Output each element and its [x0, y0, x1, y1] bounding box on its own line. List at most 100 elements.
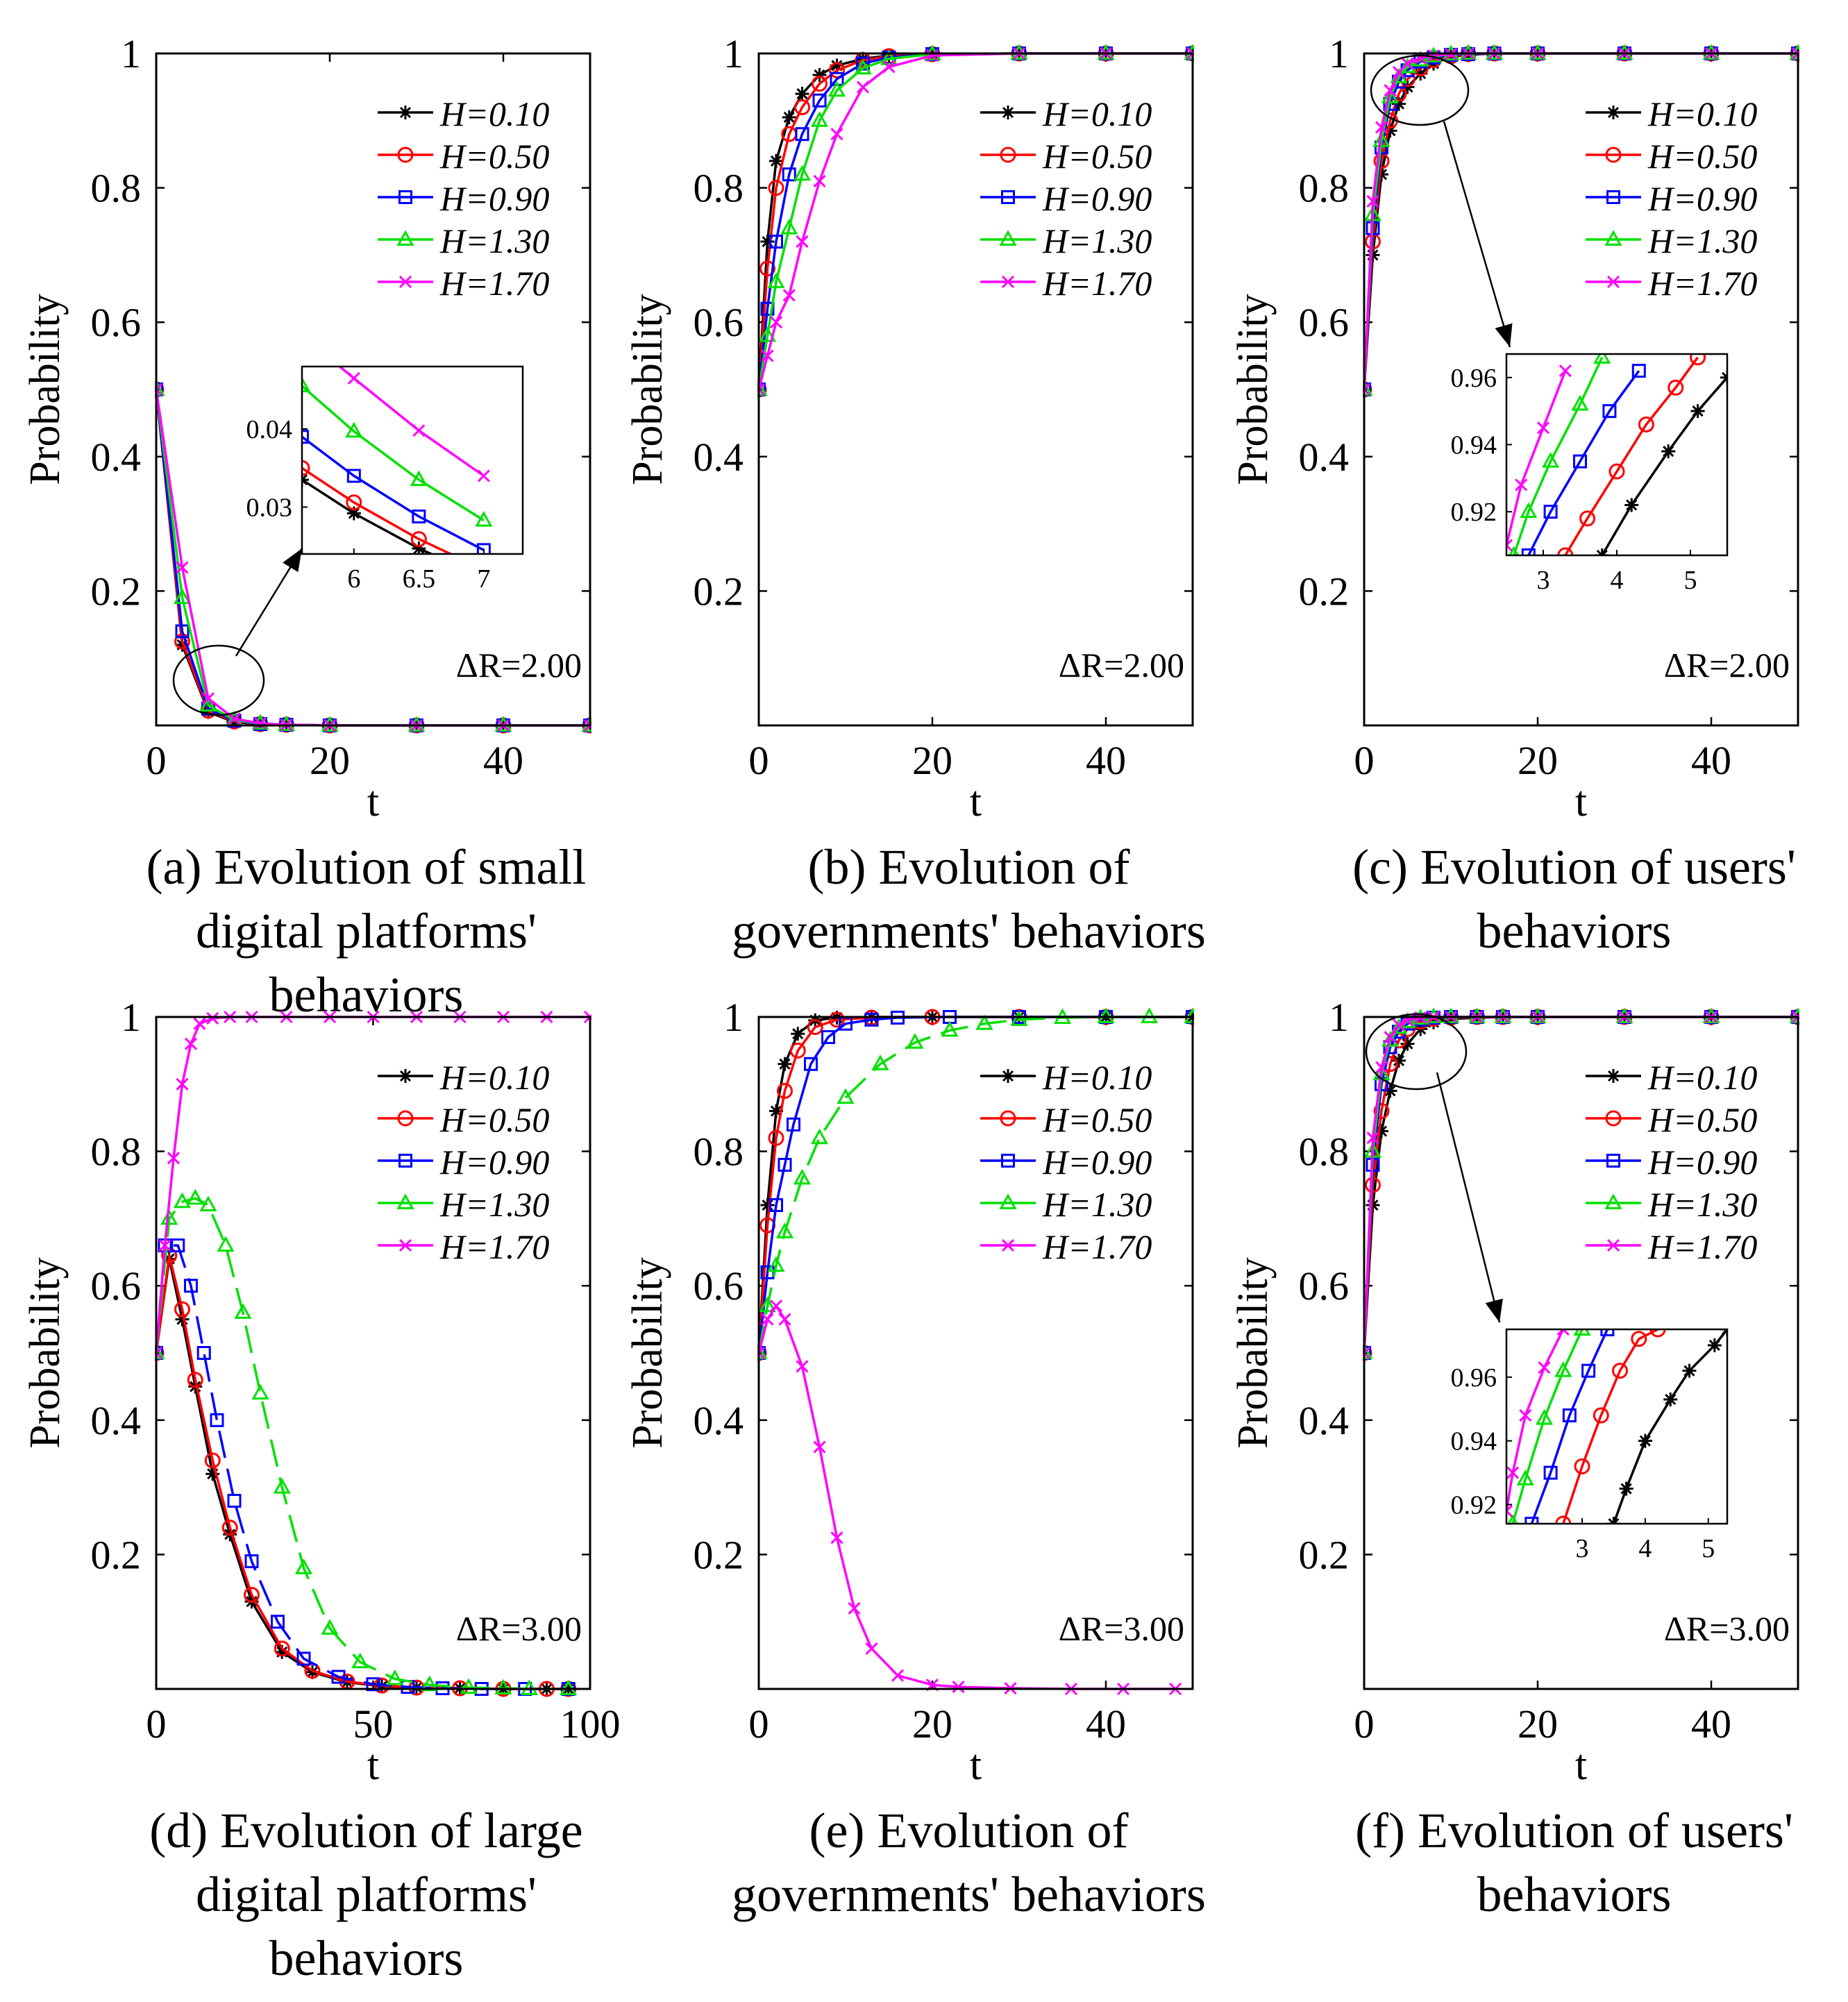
inset-series-2	[1521, 364, 1646, 555]
series-2-square-marker-9	[296, 1651, 311, 1666]
inset-y-tick-label-1: 0.94	[1451, 1427, 1497, 1456]
inset-series-3-triangle-marker-2	[1535, 1408, 1554, 1425]
series-3-triangle-marker-7	[871, 1054, 889, 1070]
series-4-x-marker-6	[206, 1011, 219, 1025]
legend-label-2: H=0.90	[1647, 179, 1757, 218]
caption-line-0: (d) Evolution of large	[149, 1803, 583, 1858]
y-tick-label-2: 0.6	[1299, 1263, 1350, 1309]
series-4-x-marker-7	[856, 81, 870, 94]
series-3-triangle-marker-13	[421, 1675, 439, 1692]
legend-label-1: H=0.50	[1647, 1100, 1757, 1139]
plot-frame	[155, 52, 591, 727]
series-3-triangle-marker-7	[251, 1383, 269, 1400]
legend-label-4: H=1.70	[1042, 1227, 1152, 1266]
legend-label-0: H=0.10	[1042, 94, 1152, 133]
series-2-square-marker-8	[864, 1012, 879, 1027]
y-tick-label-0: 0.2	[91, 569, 142, 614]
y-tick-label-4: 1	[1329, 31, 1349, 76]
y-tick-label-1: 0.4	[91, 1398, 142, 1443]
zoom-arrow-line	[1436, 1072, 1501, 1323]
series-3-triangle-marker-12	[386, 1669, 404, 1685]
series-4-x-marker-4	[796, 235, 809, 249]
legend-square-marker-2	[398, 1154, 412, 1168]
x-tick-label-0: 0	[749, 738, 769, 783]
inset-series-4	[337, 367, 490, 482]
legend-label-0: H=0.10	[439, 94, 549, 133]
inset-series-0-line	[302, 478, 435, 554]
series-3-triangle-marker-10	[321, 1619, 339, 1635]
y-tick-label-2: 0.6	[91, 1263, 142, 1309]
inset-series-0-asterisk-marker-1	[1619, 1481, 1633, 1496]
inset-series-4-x-marker-3	[1538, 1361, 1551, 1374]
inset-series-2-square-marker-2	[1573, 454, 1587, 469]
series-4-x-marker-5	[813, 1440, 826, 1454]
inset-series-1-line	[1562, 1329, 1658, 1524]
legend-label-4: H=1.70	[1042, 264, 1152, 303]
series-4-x-marker-7	[1427, 49, 1440, 62]
legend-label-1: H=0.50	[439, 1100, 549, 1139]
series-3-triangle-marker-6	[837, 1088, 855, 1104]
series-3-triangle-marker-4	[793, 165, 812, 181]
legend-square-marker-2	[1001, 1154, 1015, 1168]
x-tick-label-1: 20	[912, 1701, 952, 1747]
legend-square-marker-2	[1606, 1154, 1620, 1168]
y-tick-label-2: 0.6	[694, 300, 744, 345]
legend-triangle-marker-3	[1604, 1193, 1622, 1209]
x-tick-label-2: 40	[1691, 738, 1731, 783]
series-3-triangle-marker-8	[906, 1033, 924, 1049]
series-3-triangle-marker-1	[160, 1209, 178, 1225]
y-tick-label-4: 1	[723, 995, 744, 1040]
legend: H=0.10 H=0.50H=0.90H=1.30 H=1.70	[1577, 87, 1786, 303]
inset-series-0-asterisk-marker-6	[1720, 1329, 1727, 1336]
inset-series-4-x-marker-1	[347, 371, 360, 385]
legend-label-3: H=1.30	[1042, 221, 1152, 260]
plot-frame	[757, 1016, 1194, 1690]
caption-line-0: (e) Evolution of	[809, 1803, 1129, 1858]
y-tick-label-4: 1	[1329, 995, 1349, 1040]
x-axis-label: t	[367, 778, 379, 825]
y-tick-label-2: 0.6	[1299, 300, 1350, 345]
series-3-triangle-marker-3	[780, 219, 798, 235]
series-4-x-marker-6	[830, 128, 843, 141]
inset-series-1	[1555, 1329, 1666, 1524]
series-2-square-marker-5	[812, 93, 827, 108]
inset-series-3-line	[302, 385, 485, 522]
legend-label-1: H=0.50	[1647, 137, 1757, 176]
series-3-triangle-marker-15	[494, 1679, 512, 1695]
series-3-triangle-marker-2	[199, 696, 217, 712]
x-tick-label-1: 20	[1518, 1701, 1558, 1747]
series-1-circle-marker-3	[777, 1082, 793, 1099]
inset-series-4	[1506, 364, 1572, 552]
inset-series-1-circle-marker-0	[1557, 547, 1574, 555]
inset-series-2-square-marker-1	[346, 469, 361, 483]
series-4-x-marker-5	[193, 1017, 206, 1030]
series-4-x-marker-6	[830, 1531, 843, 1545]
inset-series-0-asterisk-marker-4	[1720, 370, 1727, 385]
inset-series-1	[1557, 354, 1706, 555]
series-4-x-marker-2	[769, 1299, 783, 1313]
delta-r-annotation: ΔR=2.00	[1664, 646, 1790, 684]
inset-series-1-circle-marker-5	[1690, 354, 1706, 366]
series-3-line	[155, 1197, 569, 1690]
series-1-circle-marker-4	[789, 1042, 806, 1059]
inset-series-0-asterisk-marker-4	[1682, 1363, 1697, 1378]
y-tick-label-0: 0.2	[1299, 569, 1350, 614]
inset-x-tick-label-0: 6	[347, 564, 360, 594]
caption-line-0: (b) Evolution of	[808, 839, 1130, 895]
series-4-x-marker-5	[813, 174, 826, 187]
series-1-circle-marker-5	[812, 76, 828, 92]
y-tick-label-3: 0.8	[694, 166, 744, 211]
series-2-square-marker-3	[782, 167, 796, 182]
series-1-circle-marker-1	[759, 260, 775, 277]
inset-series-4-x-marker-4	[1556, 1329, 1570, 1336]
legend-label-4: H=1.70	[439, 1227, 549, 1266]
series-4-x-marker-3	[176, 1077, 189, 1091]
x-tick-label-2: 40	[1086, 1701, 1126, 1747]
series-0-asterisk-marker-4	[795, 87, 809, 101]
inset-series-3-triangle-marker-3	[475, 511, 493, 527]
inset-series-0-asterisk-marker-3	[1690, 404, 1705, 419]
series-0-asterisk-marker-2	[769, 153, 783, 168]
inset-x-tick-label-0: 3	[1576, 1534, 1589, 1563]
inset-series-3	[1509, 354, 1611, 555]
x-axis-label: t	[367, 1742, 379, 1789]
